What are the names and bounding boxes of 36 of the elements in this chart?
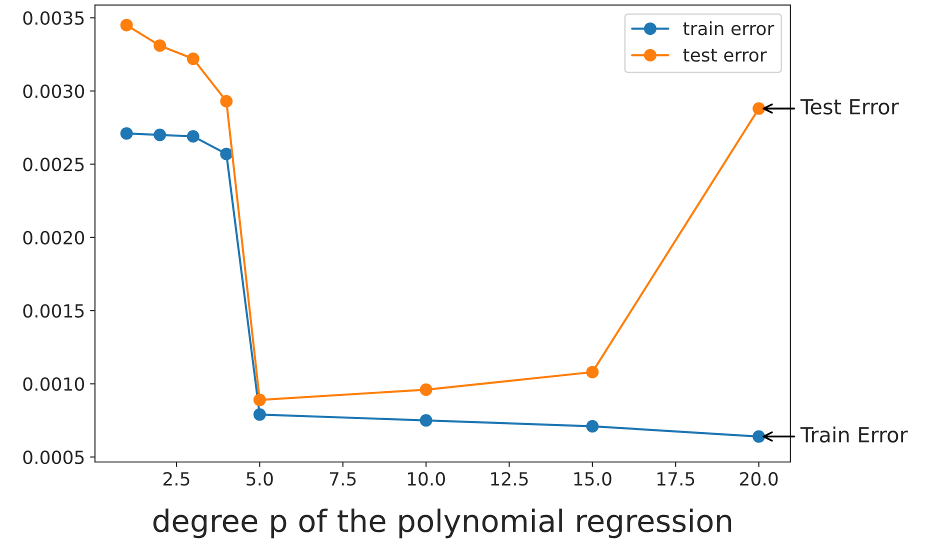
y-tick-label: 0.0035: [23, 11, 84, 25]
annotation: Test Error: [800, 99, 899, 115]
x-tick-label: 17.5: [658, 472, 694, 486]
x-tick-label: 7.5: [330, 472, 356, 486]
x-tick-label: 2.5: [163, 472, 190, 486]
legend-label: test error: [683, 48, 767, 62]
x-axis-title: degree p of the polynomial regression: [153, 508, 732, 538]
y-tick-label: 0.0020: [23, 230, 84, 245]
point: [253, 394, 266, 406]
legend-label: train error: [683, 21, 774, 36]
point: [220, 94, 233, 108]
point: [186, 52, 200, 66]
x-tick-label: 15.0: [574, 472, 612, 486]
point: [752, 430, 766, 443]
x-tick-label: 12.5: [491, 472, 528, 486]
point: [586, 420, 599, 433]
point: [420, 383, 432, 396]
point: [154, 39, 166, 52]
y-tick-label: 0.0005: [23, 450, 84, 464]
point: [586, 366, 599, 378]
point: [120, 127, 133, 140]
point: [154, 128, 166, 142]
y-tick-label: 0.0030: [23, 84, 84, 98]
x-tick-label: 5.0: [246, 472, 273, 486]
point: [752, 102, 766, 115]
y-tick-label: 0.0015: [23, 304, 84, 318]
y-tick-label: 0.0025: [23, 158, 84, 172]
point: [186, 130, 200, 143]
x-tick-label: 10.0: [408, 472, 445, 486]
point: [420, 414, 432, 427]
point: [120, 18, 133, 32]
point: [220, 148, 233, 160]
y-tick-label: 0.0010: [23, 377, 84, 391]
point: [253, 408, 266, 421]
annotation: Train Error: [800, 426, 908, 443]
x-tick-label: 20.0: [740, 472, 778, 486]
